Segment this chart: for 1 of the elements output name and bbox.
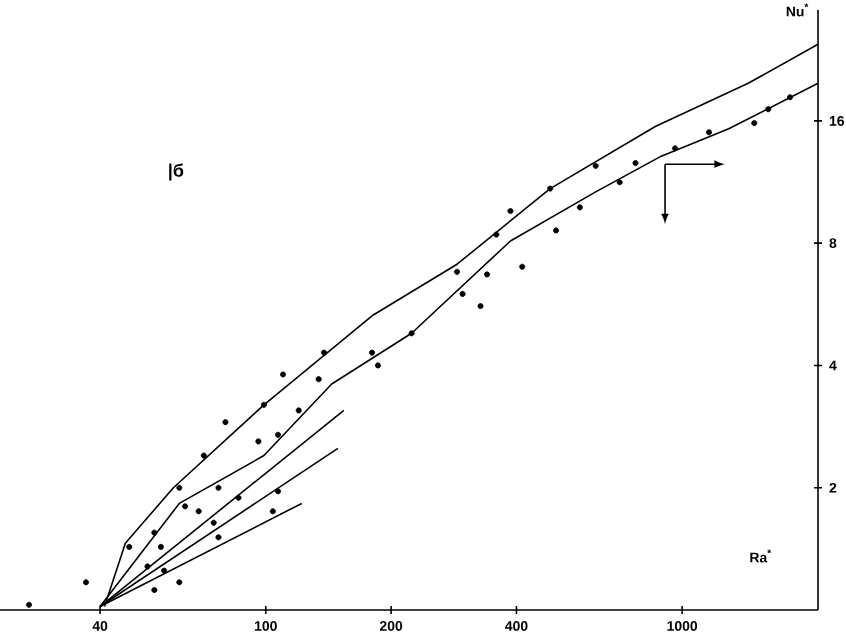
annotation: |б <box>169 163 184 181</box>
